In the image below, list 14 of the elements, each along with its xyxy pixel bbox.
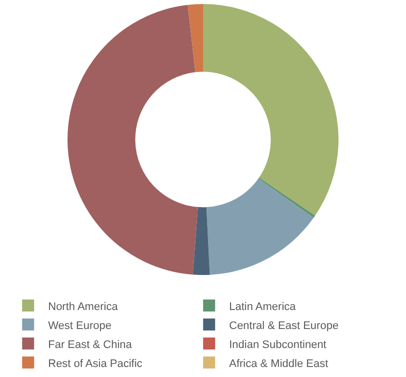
legend-label: Indian Subcontinent (229, 338, 326, 351)
legend-label: Central & East Europe (229, 320, 339, 332)
legend-label: Rest of Asia Pacific (48, 358, 143, 370)
donut-slice (203, 4, 338, 216)
donut-slice (206, 178, 314, 275)
donut-slice (188, 4, 203, 72)
legend-label: West Europe (48, 320, 112, 332)
legend-label: Africa & Middle East (229, 358, 328, 370)
legend-label: Latin America (229, 300, 297, 313)
donut-slice (68, 4, 198, 275)
legend-label: Far East & China (48, 338, 133, 351)
donut-slice (258, 178, 316, 218)
donut-slice (192, 207, 210, 275)
legend-label: North America (48, 300, 119, 313)
